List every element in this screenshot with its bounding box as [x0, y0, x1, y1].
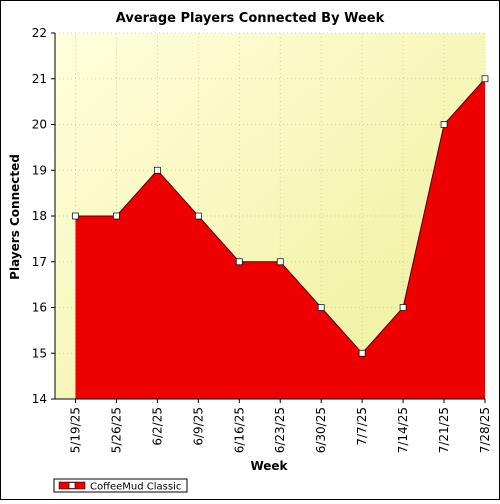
- x-tick-label: 7/21/25: [437, 407, 451, 453]
- data-point: [481, 75, 489, 83]
- y-tick-label: 17: [32, 255, 47, 269]
- y-tick-label: 18: [32, 209, 47, 223]
- data-point: [440, 121, 448, 128]
- y-tick-label: 15: [32, 346, 47, 360]
- legend-label: CoffeeMud Classic: [90, 482, 181, 493]
- series-area: [75, 78, 485, 399]
- data-points: [72, 75, 489, 357]
- data-point: [113, 212, 120, 220]
- y-tick-label: 22: [32, 26, 47, 40]
- x-tick-label: 7/28/25: [478, 407, 492, 453]
- data-point: [194, 212, 202, 220]
- y-axis-label: Players Connected: [8, 154, 22, 280]
- data-point: [72, 212, 79, 220]
- y-tick-label: 19: [32, 163, 47, 177]
- data-point: [276, 258, 284, 266]
- x-tick-label: 5/26/25: [109, 407, 123, 453]
- legend: CoffeeMud Classic: [53, 478, 188, 493]
- y-tick-label: 14: [32, 392, 47, 406]
- y-tick-label: 21: [32, 72, 47, 86]
- axes: [51, 32, 486, 403]
- y-tick-label: 20: [32, 118, 47, 132]
- y-tick-labels: 14 15 16 17 18 19 20 21 22: [32, 26, 47, 406]
- chart-title: Average Players Connected By Week: [116, 11, 385, 26]
- x-tick-label: 7/7/25: [355, 407, 369, 446]
- x-tick-label: 6/16/25: [232, 407, 246, 453]
- x-axis-label: Week: [250, 459, 288, 473]
- data-point: [399, 304, 407, 311]
- x-tick-label: 6/30/25: [314, 407, 328, 453]
- x-tick-label: 5/19/25: [68, 407, 82, 453]
- data-point: [154, 166, 161, 174]
- x-tick-label: 7/14/25: [396, 407, 410, 453]
- data-point: [235, 258, 243, 266]
- x-tick-label: 6/23/25: [273, 407, 287, 453]
- x-tick-labels: 5/19/25 5/26/25 6/2/25 6/9/25 6/16/25 6/23/25…: [68, 407, 492, 453]
- y-tick-label: 16: [32, 301, 47, 315]
- legend-marker: [68, 482, 76, 489]
- data-point: [358, 349, 366, 357]
- x-tick-label: 6/9/25: [191, 407, 205, 446]
- legend-box: [53, 478, 188, 493]
- x-tick-label: 6/2/25: [150, 407, 164, 446]
- data-point: [317, 304, 325, 311]
